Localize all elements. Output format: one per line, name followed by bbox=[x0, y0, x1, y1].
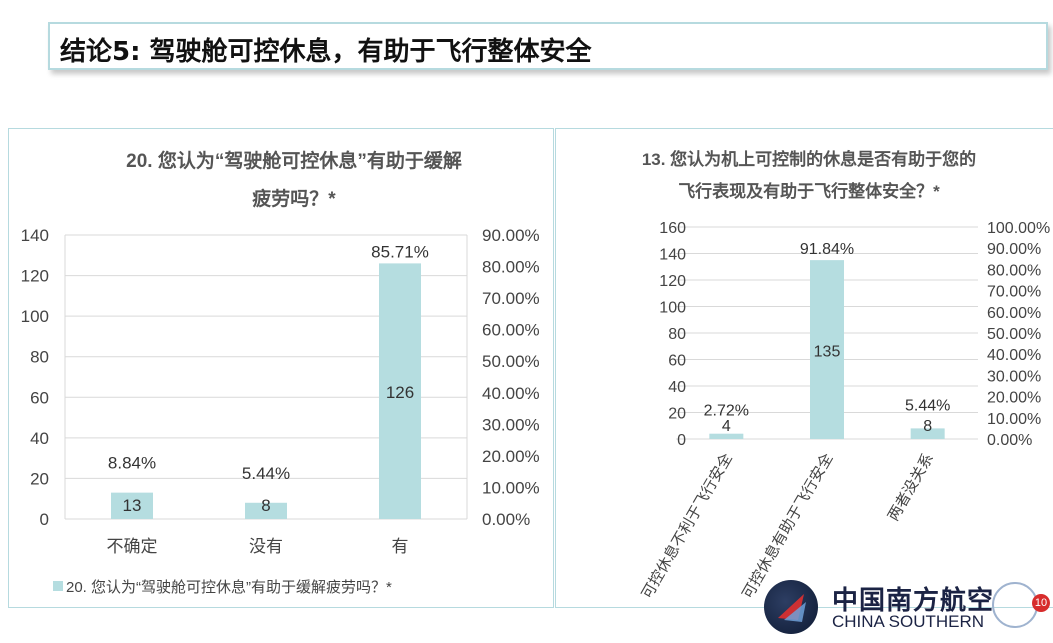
y2-tick-label: 10.00% bbox=[987, 411, 1041, 428]
chart-title-line: 飞行表现及有助于飞行整体安全？* bbox=[678, 181, 940, 201]
y-tick-label: 140 bbox=[659, 247, 686, 264]
y2-tick-label: 60.00% bbox=[482, 321, 540, 340]
bar-value-label: 8 bbox=[923, 418, 932, 435]
bar bbox=[910, 428, 945, 439]
x-category-label: 没有 bbox=[249, 537, 283, 556]
y2-tick-label: 30.00% bbox=[482, 415, 540, 434]
bar bbox=[245, 502, 287, 519]
chart-title-line: 13. 您认为机上可控制的休息是否有助于您的 bbox=[642, 149, 976, 169]
chart-panel-fatigue: 20. 您认为“驾驶舱可控休息”有助于缓解 疲劳吗？* 0 20 40 60 80 100 12… bbox=[8, 128, 554, 608]
x-category-label: 可控休息不利于飞行安全 bbox=[638, 450, 736, 602]
bar-value-label: 4 bbox=[722, 418, 731, 435]
bar-value-label: 13 bbox=[123, 496, 142, 515]
y2-tick-label: 20.00% bbox=[987, 390, 1041, 407]
bar bbox=[810, 260, 844, 439]
y-tick-label: 20 bbox=[30, 469, 49, 488]
chart-title-line: 疲劳吗？* bbox=[252, 187, 336, 210]
legend-swatch bbox=[53, 581, 63, 591]
bar-percent-label: 91.84% bbox=[800, 241, 854, 258]
bar-value-label: 8 bbox=[261, 496, 270, 515]
y-tick-label: 140 bbox=[21, 226, 49, 245]
logo-english-name: CHINA SOUTHERN bbox=[832, 612, 985, 631]
y2-tick-label: 70.00% bbox=[482, 289, 540, 308]
slide-title-box: 结论5: 驾驶舱可控休息，有助于飞行整体安全 bbox=[48, 22, 1048, 70]
legend-label: 20. 您认为“驾驶舱可控休息”有助于缓解疲劳吗？* bbox=[66, 579, 392, 596]
y2-tick-label: 80.00% bbox=[987, 262, 1041, 279]
bar bbox=[111, 492, 153, 519]
bar-percent-label: 8.84% bbox=[108, 454, 156, 473]
y2-tick-label: 60.00% bbox=[987, 305, 1041, 322]
bar-percent-label: 5.44% bbox=[242, 464, 290, 483]
y2-tick-label: 50.00% bbox=[482, 352, 540, 371]
logo-chinese-name: 中国南方航空 bbox=[832, 586, 995, 616]
y2-tick-label: 80.00% bbox=[482, 258, 540, 277]
y-tick-label: 100 bbox=[659, 300, 686, 317]
x-category-label: 不确定 bbox=[107, 537, 158, 556]
kapok-flower-icon bbox=[764, 580, 818, 634]
x-category-label: 两者没关系 bbox=[885, 451, 937, 524]
bar-percent-label: 85.71% bbox=[371, 242, 429, 261]
y-tick-label: 80 bbox=[668, 326, 686, 343]
y2-tick-label: 0.00% bbox=[987, 432, 1032, 449]
y2-tick-label: 0.00% bbox=[482, 510, 530, 529]
y2-tick-label: 30.00% bbox=[987, 368, 1041, 385]
x-category-label: 有 bbox=[392, 537, 409, 556]
page-number: 10 bbox=[1032, 594, 1050, 612]
chart-panel-safety: 13. 您认为机上可控制的休息是否有助于您的 飞行表现及有助于飞行整体安全？* 0 2… bbox=[555, 128, 1053, 608]
y-tick-label: 80 bbox=[30, 348, 49, 367]
y-tick-label: 120 bbox=[659, 273, 686, 290]
y2-tick-label: 70.00% bbox=[987, 284, 1041, 301]
bar-percent-label: 2.72% bbox=[704, 403, 749, 420]
y-tick-label: 0 bbox=[40, 510, 49, 529]
y-tick-label: 160 bbox=[659, 220, 686, 237]
y2-tick-label: 50.00% bbox=[987, 326, 1041, 343]
chart-fatigue: 20. 您认为“驾驶舱可控休息”有助于缓解疲劳吗？* 0 20 40 60 80 100 12… bbox=[21, 149, 540, 596]
china-southern-logo: 中国南方航空 CHINA SOUTHERN 10 bbox=[764, 578, 1053, 640]
y2-tick-label: 90.00% bbox=[987, 241, 1041, 258]
y2-tick-label: 90.00% bbox=[482, 226, 540, 245]
y2-tick-label: 10.00% bbox=[482, 478, 540, 497]
y-tick-label: 40 bbox=[30, 429, 49, 448]
bar-value-label: 135 bbox=[814, 344, 841, 361]
y2-tick-label: 40.00% bbox=[482, 384, 540, 403]
bar-value-label: 126 bbox=[386, 383, 414, 402]
bar bbox=[709, 433, 744, 439]
y-tick-label: 120 bbox=[21, 267, 49, 286]
bar bbox=[379, 263, 421, 519]
slide-title: 结论5: 驾驶舱可控休息，有助于飞行整体安全 bbox=[60, 37, 592, 67]
y2-tick-label: 20.00% bbox=[482, 447, 540, 466]
y-tick-label: 60 bbox=[668, 353, 686, 370]
chart-title-line: 20. 您认为“驾驶舱可控休息”有助于缓解 bbox=[126, 149, 462, 172]
y2-tick-label: 100.00% bbox=[987, 220, 1050, 237]
y2-tick-label: 40.00% bbox=[987, 347, 1041, 364]
skyteam-icon bbox=[992, 582, 1038, 628]
y-tick-label: 60 bbox=[30, 388, 49, 407]
y-tick-label: 0 bbox=[677, 432, 686, 449]
y-tick-label: 100 bbox=[21, 307, 49, 326]
y-tick-label: 20 bbox=[668, 406, 686, 423]
y-tick-label: 40 bbox=[668, 379, 686, 396]
bar-percent-label: 5.44% bbox=[905, 397, 950, 414]
